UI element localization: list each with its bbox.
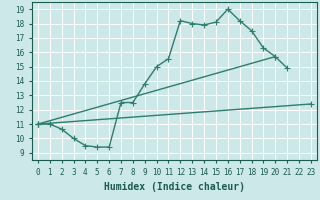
X-axis label: Humidex (Indice chaleur): Humidex (Indice chaleur) <box>104 182 245 192</box>
